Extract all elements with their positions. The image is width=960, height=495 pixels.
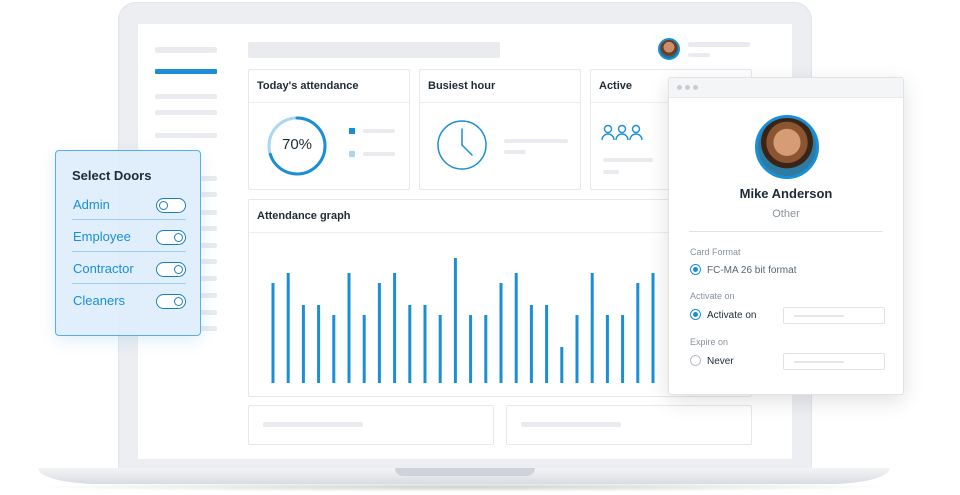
busiest-hour-card: Busiest hour bbox=[419, 69, 581, 190]
toggle-knob bbox=[159, 200, 168, 210]
bottom-card-placeholder bbox=[263, 422, 363, 427]
sidebar-item[interactable] bbox=[200, 243, 217, 248]
bottom-card-placeholder bbox=[521, 422, 621, 427]
attendance-card: Today's attendance 70% bbox=[248, 69, 410, 190]
sidebar-item[interactable] bbox=[200, 293, 217, 298]
sidebar-item[interactable] bbox=[155, 47, 217, 53]
door-toggle-contractor[interactable] bbox=[156, 262, 186, 277]
people-group-icon bbox=[601, 124, 643, 141]
sidebar-item[interactable] bbox=[200, 310, 217, 315]
sidebar-item[interactable] bbox=[155, 133, 217, 138]
divider bbox=[689, 231, 883, 232]
busiest-hour-card-title: Busiest hour bbox=[428, 80, 496, 92]
bottom-card-right bbox=[506, 405, 752, 445]
laptop-base bbox=[38, 468, 890, 484]
window-titlebar bbox=[669, 78, 903, 98]
card-format-label: Card Format bbox=[690, 247, 741, 257]
door-toggle-employee[interactable] bbox=[156, 230, 186, 245]
sidebar-item[interactable] bbox=[155, 94, 217, 99]
user-profile-window: Mike Anderson Other Card Format FC-MA 26… bbox=[668, 77, 904, 395]
laptop-shadow bbox=[30, 482, 898, 492]
profile-role: Other bbox=[772, 208, 800, 220]
clock-icon bbox=[437, 120, 487, 170]
sidebar-item[interactable] bbox=[200, 192, 217, 197]
window-dot-icon[interactable] bbox=[693, 85, 698, 90]
activate-on-radio[interactable] bbox=[690, 309, 701, 320]
toggle-knob bbox=[174, 296, 183, 306]
door-toggle-cleaners[interactable] bbox=[156, 294, 186, 309]
door-toggle-admin[interactable] bbox=[156, 198, 186, 213]
busiest-hour-placeholder bbox=[504, 139, 568, 143]
card-format-radio[interactable] bbox=[690, 264, 701, 275]
laptop-notch bbox=[395, 468, 535, 476]
active-card-title: Active bbox=[599, 80, 633, 92]
active-placeholder bbox=[603, 158, 653, 162]
expire-date-input[interactable] bbox=[783, 353, 885, 370]
activate-date-input[interactable] bbox=[783, 307, 885, 324]
door-row-contractor[interactable]: Contractor bbox=[72, 252, 186, 284]
toggle-knob bbox=[174, 232, 183, 242]
door-row-cleaners[interactable]: Cleaners bbox=[72, 284, 186, 316]
activate-on-label: Activate on bbox=[690, 291, 735, 301]
door-row-admin[interactable]: Admin bbox=[72, 188, 186, 220]
sidebar-item[interactable] bbox=[200, 226, 217, 231]
sidebar-item[interactable] bbox=[200, 176, 217, 181]
door-row-employee[interactable]: Employee bbox=[72, 220, 186, 252]
attendance-graph-title: Attendance graph bbox=[257, 210, 351, 222]
sidebar-item[interactable] bbox=[200, 259, 217, 264]
door-label: Admin bbox=[73, 197, 110, 212]
attendance-bars bbox=[271, 258, 655, 383]
legend-swatch-present bbox=[349, 128, 355, 134]
select-doors-panel: Select Doors Admin Employee Contractor C… bbox=[55, 150, 201, 336]
select-doors-title: Select Doors bbox=[72, 168, 152, 183]
expire-never-option: Never bbox=[707, 356, 734, 367]
activate-on-option: Activate on bbox=[707, 310, 757, 321]
door-label: Employee bbox=[73, 229, 131, 244]
attendance-percent: 70% bbox=[281, 136, 313, 153]
attendance-donut bbox=[267, 116, 327, 176]
profile-avatar bbox=[755, 115, 819, 179]
expire-never-radio[interactable] bbox=[690, 355, 701, 366]
legend-label-placeholder bbox=[363, 152, 395, 156]
divider bbox=[420, 102, 580, 103]
sidebar-item-active[interactable] bbox=[155, 69, 217, 74]
profile-name: Mike Anderson bbox=[739, 186, 833, 201]
header-user-name-placeholder bbox=[688, 42, 750, 47]
sidebar-item[interactable] bbox=[200, 276, 217, 281]
expire-on-label: Expire on bbox=[690, 337, 729, 347]
sidebar-item[interactable] bbox=[200, 326, 217, 331]
window-dot-icon[interactable] bbox=[685, 85, 690, 90]
divider bbox=[249, 232, 751, 233]
door-label: Cleaners bbox=[73, 293, 126, 308]
legend-swatch-absent bbox=[349, 151, 355, 157]
bottom-card-left bbox=[248, 405, 494, 445]
header-user-role-placeholder bbox=[688, 53, 710, 57]
user-avatar[interactable] bbox=[658, 38, 680, 60]
window-dot-icon[interactable] bbox=[677, 85, 682, 90]
attendance-card-title: Today's attendance bbox=[257, 80, 359, 92]
divider bbox=[249, 102, 409, 103]
sidebar-item[interactable] bbox=[200, 210, 217, 215]
door-label: Contractor bbox=[73, 261, 134, 276]
active-placeholder bbox=[603, 170, 619, 174]
card-format-value: FC-MA 26 bit format bbox=[707, 265, 797, 276]
toggle-knob bbox=[174, 264, 183, 274]
busiest-hour-placeholder bbox=[504, 150, 526, 154]
legend-label-placeholder bbox=[363, 129, 395, 133]
header-search-placeholder[interactable] bbox=[248, 42, 500, 58]
sidebar-item[interactable] bbox=[155, 110, 217, 115]
